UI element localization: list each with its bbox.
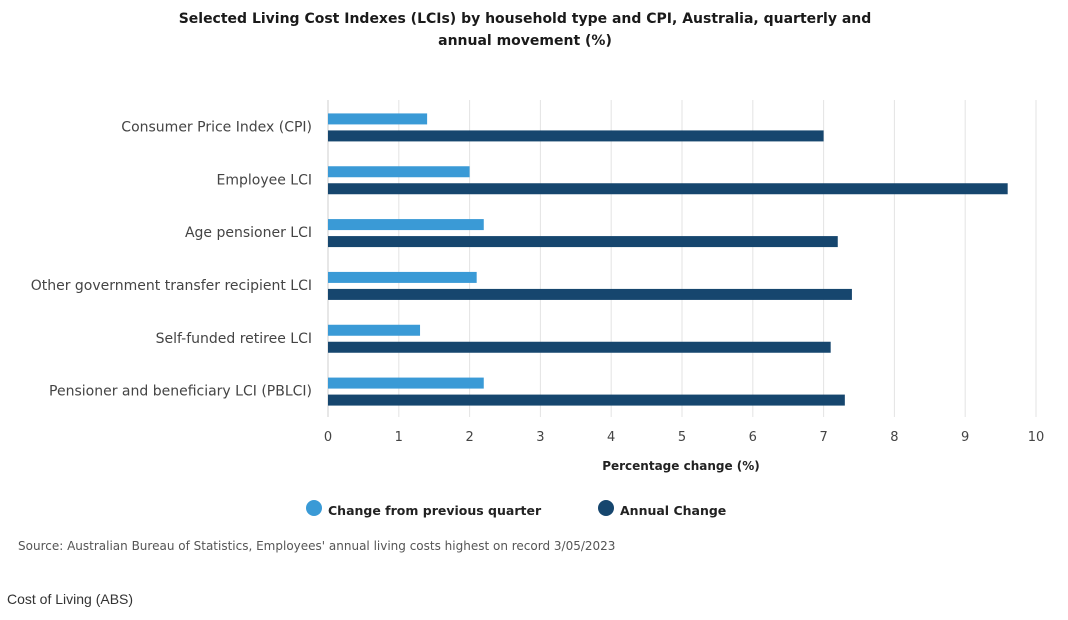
bar-quarterly	[328, 324, 421, 336]
category-label: Other government transfer recipient LCI	[31, 278, 312, 294]
bar-annual	[328, 394, 845, 406]
x-tick-label: 6	[749, 430, 757, 445]
legend-label: Annual Change	[620, 503, 726, 518]
bar-quarterly	[328, 166, 470, 178]
source-note: Source: Australian Bureau of Statistics,…	[18, 539, 616, 553]
caption: Cost of Living (ABS)	[7, 591, 134, 607]
x-tick-label: 2	[465, 430, 473, 445]
category-label: Consumer Price Index (CPI)	[121, 119, 312, 135]
bar-quarterly	[328, 271, 477, 283]
bar-annual	[328, 341, 831, 353]
bar-annual	[328, 236, 838, 248]
x-tick-label: 9	[961, 430, 969, 445]
bar-annual	[328, 288, 852, 300]
x-tick-label: 7	[819, 430, 827, 445]
category-label: Employee LCI	[217, 172, 313, 188]
x-axis-title: Percentage change (%)	[602, 459, 760, 473]
legend-marker	[306, 500, 322, 516]
x-tick-label: 1	[395, 430, 403, 445]
bar-annual	[328, 130, 824, 142]
x-tick-label: 3	[536, 430, 544, 445]
x-tick-label: 10	[1028, 430, 1045, 445]
x-tick-label: 8	[890, 430, 898, 445]
bar-quarterly	[328, 113, 428, 125]
x-tick-label: 4	[607, 430, 615, 445]
category-label: Age pensioner LCI	[185, 225, 312, 241]
category-label: Pensioner and beneficiary LCI (PBLCI)	[49, 384, 312, 400]
bar-quarterly	[328, 219, 484, 231]
bar-annual	[328, 183, 1008, 195]
x-tick-label: 5	[678, 430, 686, 445]
legend-marker	[598, 500, 614, 516]
category-label: Self-funded retiree LCI	[156, 331, 312, 347]
chart-title: Selected Living Cost Indexes (LCIs) by h…	[178, 11, 872, 49]
legend-label: Change from previous quarter	[328, 503, 542, 518]
x-tick-label: 0	[324, 430, 332, 445]
bar-quarterly	[328, 377, 484, 389]
bar-chart: 0 1 2 3 4 5 6 7 8 9 10 Consumer Price Index (CPI) Em…	[31, 100, 1045, 518]
